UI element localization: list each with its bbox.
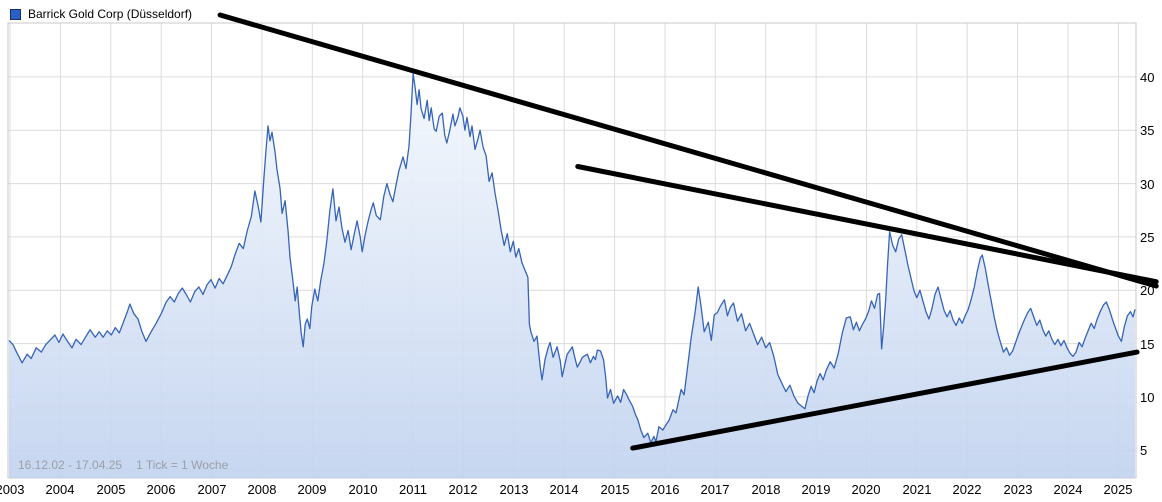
legend: Barrick Gold Corp (Düsseldorf) xyxy=(10,7,192,21)
tick-interval-label: 1 Tick = 1 Woche xyxy=(136,458,229,472)
chart-footer: 16.12.02 - 17.04.25 1 Tick = 1 Woche xyxy=(18,458,242,472)
date-range-label: 16.12.02 - 17.04.25 xyxy=(18,458,123,472)
series-marker-icon xyxy=(10,8,21,20)
legend-label: Barrick Gold Corp (Düsseldorf) xyxy=(28,7,193,21)
